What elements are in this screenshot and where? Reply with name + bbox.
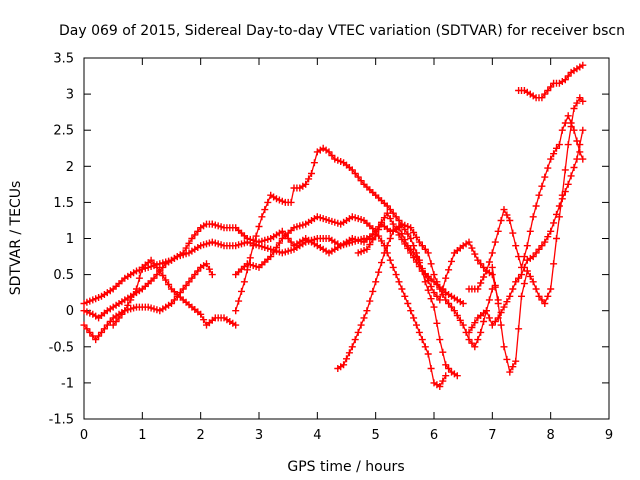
y-tick-label: 0: [66, 304, 74, 319]
series-points: [354, 220, 502, 304]
y-tick-label: 1: [66, 232, 74, 247]
x-tick-label: 8: [547, 428, 555, 443]
x-tick-label: 7: [488, 428, 496, 443]
series-arc-7: [232, 213, 450, 390]
y-tick-label: 1.5: [53, 196, 74, 211]
series-arc-12: [488, 94, 587, 376]
series-points: [334, 220, 496, 372]
x-tick-label: 1: [138, 428, 146, 443]
series-points: [109, 256, 240, 329]
series-arc-4: [80, 260, 216, 344]
series-points: [232, 144, 461, 380]
x-tick-label: 9: [605, 428, 613, 443]
series-arc-9: [354, 220, 502, 304]
series-line: [235, 147, 458, 377]
x-tick-label: 6: [430, 428, 438, 443]
series-points: [232, 213, 450, 390]
series-points: [515, 61, 587, 102]
x-tick-label: 5: [372, 428, 380, 443]
series-points: [488, 94, 587, 376]
x-axis-title: GPS time / hours: [287, 459, 404, 475]
series-layer: [80, 61, 587, 390]
y-tick-label: 0.5: [53, 268, 74, 283]
series-arc-6: [232, 144, 461, 380]
y-axis: -1.5 -1 -0.5 0 0.5 1 1.5 2 2.5 3 3.5: [49, 52, 609, 428]
y-axis-title: SDTVAR / TECUs: [8, 181, 24, 296]
series-arc-8: [334, 220, 496, 372]
series-arc-11: [465, 126, 587, 336]
series-points: [80, 235, 377, 322]
series-points: [80, 260, 216, 344]
x-tick-label: 4: [313, 428, 321, 443]
series-arc-5: [109, 256, 240, 329]
x-tick-label: 2: [197, 428, 205, 443]
x-tick-label: 3: [255, 428, 263, 443]
y-tick-label: 2: [66, 160, 74, 175]
y-tick-label: 3.5: [53, 52, 74, 67]
y-tick-label: -1.5: [49, 413, 74, 428]
y-tick-label: 3: [66, 88, 74, 103]
series-line: [491, 96, 584, 374]
series-arc-3: [80, 235, 377, 322]
series-arc-13: [515, 61, 587, 102]
chart-title: Day 069 of 2015, Sidereal Day-to-day VTE…: [59, 23, 625, 39]
x-tick-label: 0: [80, 428, 88, 443]
y-tick-label: -0.5: [49, 340, 74, 355]
y-tick-label: 2.5: [53, 124, 74, 139]
x-axis: 0 1 2 3 4 5 6 7 8 9: [80, 58, 613, 443]
y-tick-label: -1: [61, 376, 74, 391]
series-points: [465, 126, 587, 336]
